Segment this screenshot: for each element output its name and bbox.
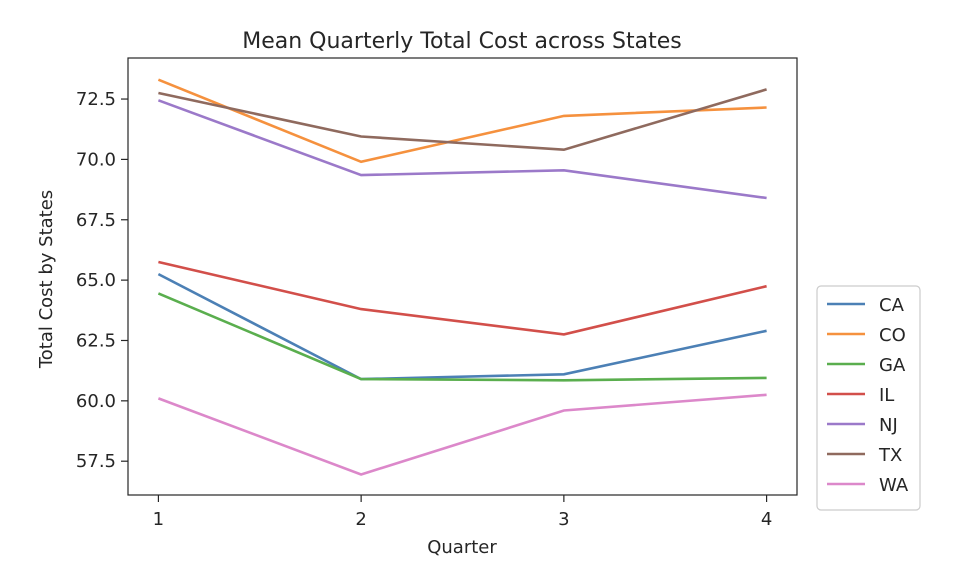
legend-label-co: CO — [879, 325, 906, 346]
legend-label-tx: TX — [878, 445, 902, 466]
y-axis-label: Total Cost by States — [36, 190, 57, 369]
y-tick-label: 60.0 — [76, 391, 116, 412]
y-tick-label: 70.0 — [76, 149, 116, 170]
legend-label-wa: WA — [879, 475, 909, 496]
legend-label-il: IL — [879, 385, 894, 406]
series-line-ca — [157, 272, 767, 381]
x-tick-label: 4 — [761, 509, 772, 530]
y-tick-label: 72.5 — [76, 89, 116, 110]
x-axis-label: Quarter — [427, 537, 497, 558]
x-tick-label: 2 — [355, 509, 366, 530]
legend: CA CO GA IL NJ TX WA — [816, 285, 921, 511]
series-line-tx — [158, 88, 767, 152]
legend-label-nj: NJ — [879, 415, 898, 436]
x-tick-label: 1 — [153, 509, 164, 530]
y-tick-label: 67.5 — [76, 210, 116, 231]
series-line-ga — [157, 292, 767, 382]
legend-label-ca: CA — [879, 295, 905, 316]
series-line-il — [158, 260, 767, 336]
x-tick-label: 3 — [558, 509, 569, 530]
y-tick-label: 62.5 — [76, 330, 116, 351]
legend-label-ga: GA — [879, 355, 906, 376]
series-line-wa — [157, 393, 767, 476]
series-line-nj — [157, 99, 767, 200]
plot-area: 1 2 3 4 57.5 60.0 62.5 65.0 67.5 70.0 72.5 — [76, 57, 798, 530]
plot-frame — [127, 57, 798, 496]
chart-title: Mean Quarterly Total Cost across States — [242, 29, 682, 54]
y-tick-label: 65.0 — [76, 270, 116, 291]
y-tick-label: 57.5 — [76, 451, 116, 472]
series-line-co — [157, 78, 767, 164]
